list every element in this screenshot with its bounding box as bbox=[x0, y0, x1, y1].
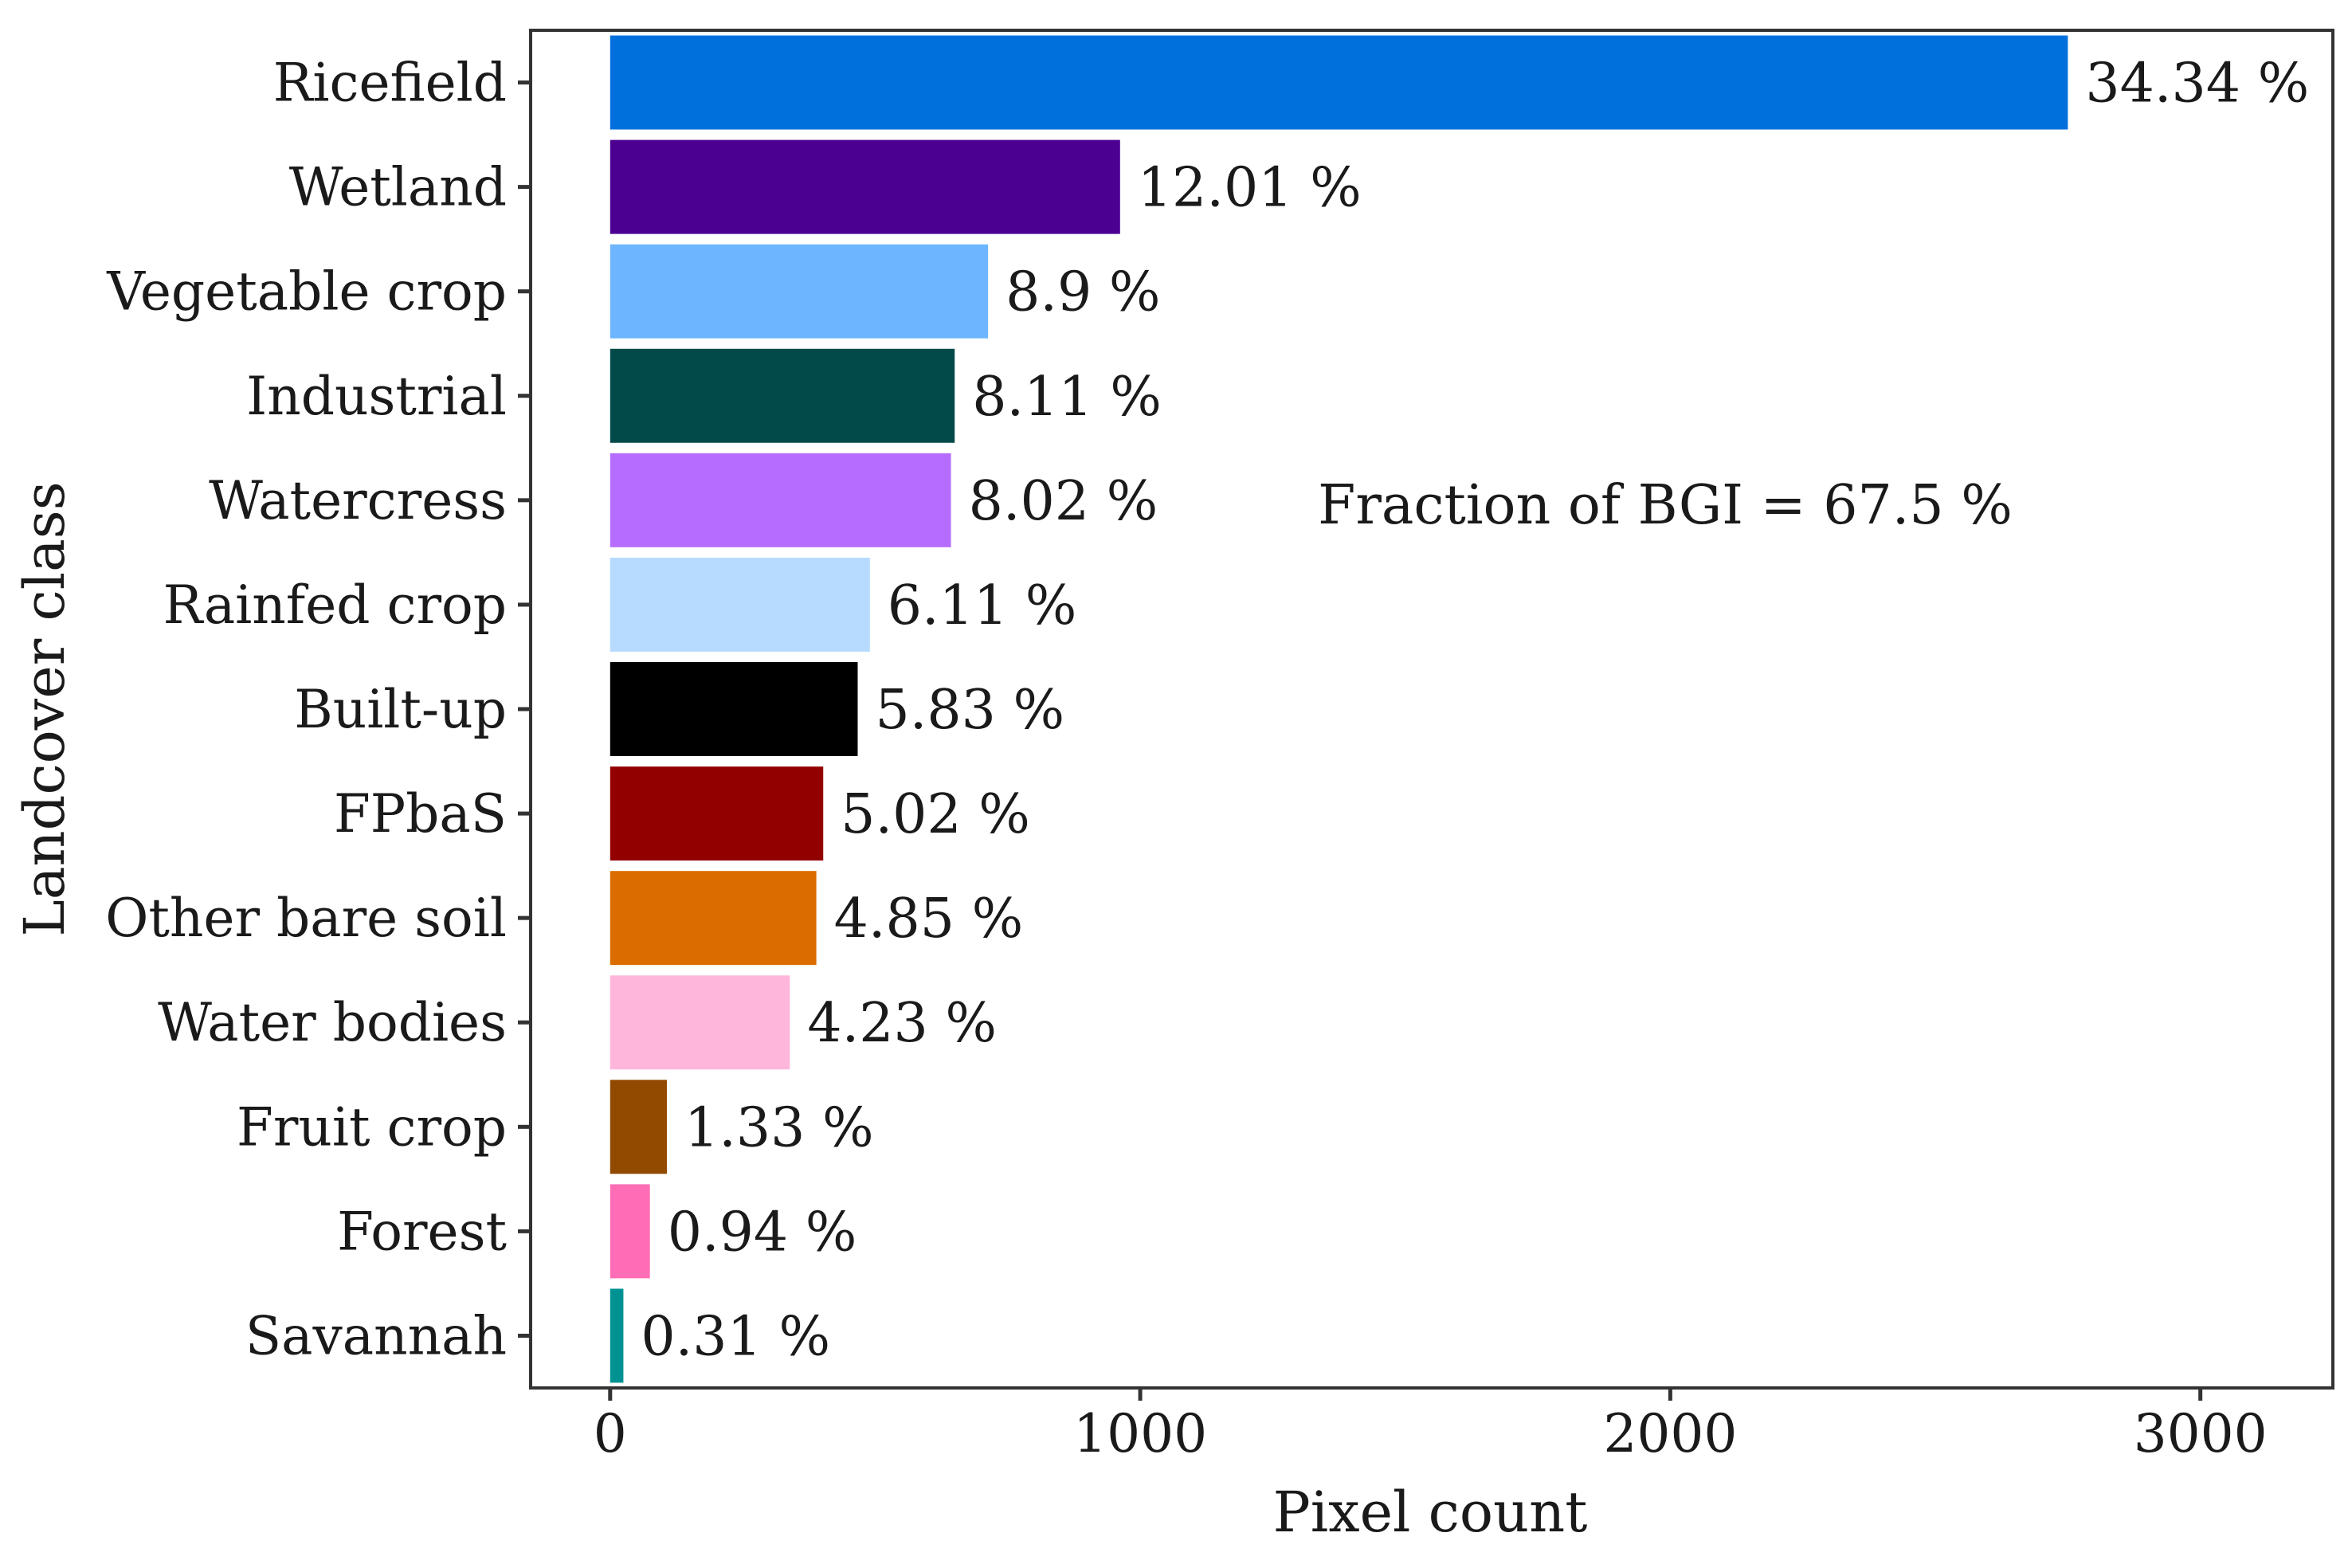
bar-7 bbox=[610, 766, 824, 861]
x-tick-label-2: 2000 bbox=[1603, 1403, 1737, 1464]
x-tick-label-0: 0 bbox=[594, 1403, 627, 1464]
y-axis: Ricefield Wetland Vegetable crop Industrial… bbox=[105, 53, 531, 1366]
y-tick-label-5: Rainfed crop bbox=[163, 574, 507, 636]
bar-12 bbox=[610, 1288, 624, 1383]
bar-value-label-1: 12.01 % bbox=[1138, 157, 1362, 220]
x-axis-title: Pixel count bbox=[1273, 1480, 1588, 1545]
plot-panel-border bbox=[529, 29, 2334, 1390]
y-tick-label-6: Built-up bbox=[294, 679, 507, 740]
bars-group bbox=[610, 35, 2068, 1383]
bar-value-label-3: 8.11 % bbox=[972, 366, 1162, 429]
y-tick-label-2: Vegetable crop bbox=[106, 261, 507, 323]
y-tick-label-1: Wetland bbox=[289, 157, 507, 218]
x-axis: 0 1000 2000 3000 bbox=[594, 1388, 2268, 1464]
y-tick-label-3: Industrial bbox=[246, 366, 507, 427]
bar-value-label-9: 4.23 % bbox=[807, 992, 997, 1055]
bar-value-label-0: 34.34 % bbox=[2085, 53, 2309, 116]
bar-value-label-7: 5.02 % bbox=[841, 783, 1030, 846]
x-tick-label-1: 1000 bbox=[1073, 1403, 1207, 1464]
bar-value-label-6: 5.83 % bbox=[875, 679, 1064, 742]
bar-4 bbox=[610, 453, 951, 547]
bar-10 bbox=[610, 1080, 667, 1174]
bgi-fraction-annotation: Fraction of BGI = 67.5 % bbox=[1318, 474, 2013, 537]
bar-9 bbox=[610, 975, 790, 1070]
bar-value-label-5: 6.11 % bbox=[888, 574, 1077, 637]
y-tick-label-7: FPbaS bbox=[334, 783, 507, 845]
y-tick-label-10: Fruit crop bbox=[237, 1096, 507, 1158]
bar-8 bbox=[610, 871, 817, 966]
bar-value-label-8: 4.85 % bbox=[834, 888, 1024, 951]
y-tick-label-11: Forest bbox=[337, 1201, 507, 1262]
y-axis-title: Landcover class bbox=[12, 481, 77, 936]
bar-labels-group: 34.34 % 12.01 % 8.9 % 8.11 % 8.02 % 6.11 % 5.8… bbox=[641, 53, 2309, 1369]
bar-1 bbox=[610, 139, 1120, 234]
y-tick-label-12: Savannah bbox=[245, 1305, 507, 1366]
bar-6 bbox=[610, 662, 858, 756]
bar-2 bbox=[610, 244, 989, 339]
bar-0 bbox=[610, 35, 2068, 130]
bar-3 bbox=[610, 348, 955, 443]
bar-value-label-11: 0.94 % bbox=[668, 1201, 857, 1264]
bar-11 bbox=[610, 1184, 650, 1279]
bar-value-label-4: 8.02 % bbox=[969, 470, 1158, 533]
y-tick-label-0: Ricefield bbox=[273, 53, 507, 114]
bar-value-label-2: 8.9 % bbox=[1005, 261, 1160, 324]
y-tick-label-9: Water bodies bbox=[158, 992, 507, 1053]
x-tick-label-3: 3000 bbox=[2134, 1403, 2268, 1464]
bar-value-label-10: 1.33 % bbox=[684, 1096, 874, 1159]
bar-value-label-12: 0.31 % bbox=[641, 1305, 830, 1368]
y-tick-label-4: Watercress bbox=[209, 470, 507, 531]
y-tick-label-8: Other bare soil bbox=[105, 888, 507, 949]
bar-5 bbox=[610, 557, 870, 652]
